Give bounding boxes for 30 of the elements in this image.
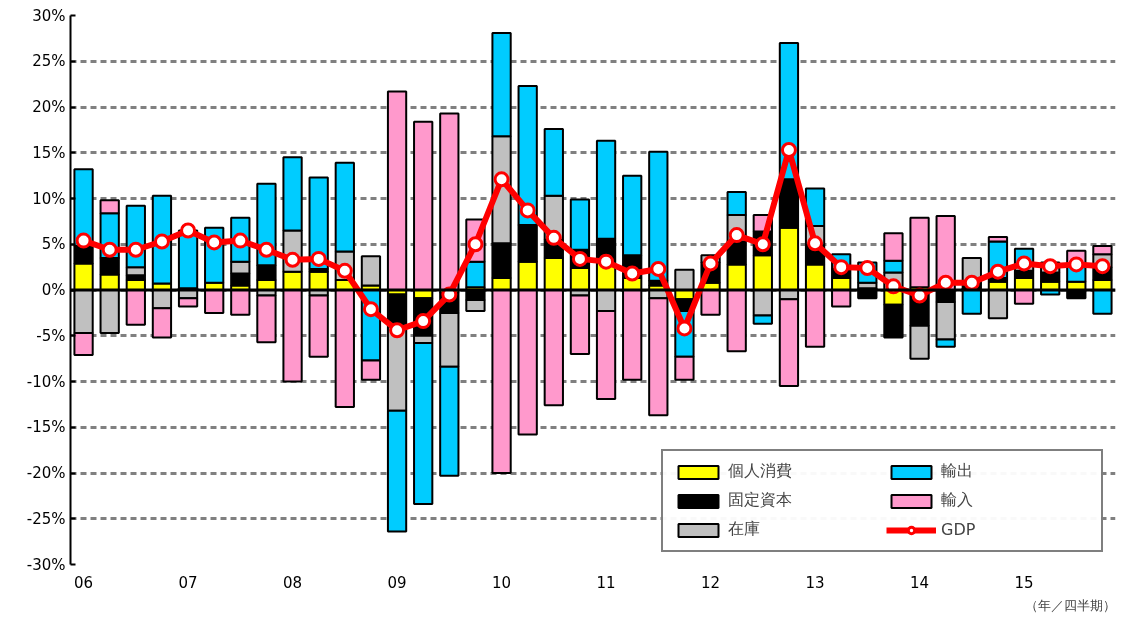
y-tick-label: 30% xyxy=(32,6,66,25)
x-tick-label: 13 xyxy=(805,573,825,592)
y-tick-label: 25% xyxy=(32,52,66,71)
legend-label: 在庫 xyxy=(728,519,761,540)
x-tick-label: 15 xyxy=(1014,573,1034,592)
x-tick-label: 11 xyxy=(596,573,616,592)
y-tick-label: -10% xyxy=(26,372,66,391)
legend-label: 個人消費 xyxy=(728,461,793,482)
x-tick-label: 07 xyxy=(178,573,198,592)
y-tick-label: -5% xyxy=(36,326,66,345)
x-axis-title: （年／四半期） xyxy=(1024,597,1116,613)
legend-label: 固定資本 xyxy=(728,490,793,511)
legend-label: 輸入 xyxy=(941,490,974,511)
legend-label: 輸出 xyxy=(941,461,974,482)
x-tick-label: 12 xyxy=(701,573,721,592)
y-tick-label: 10% xyxy=(32,189,66,208)
x-tick-label: 09 xyxy=(387,573,407,592)
x-tick-label: 08 xyxy=(283,573,303,592)
legend-label: GDP xyxy=(941,520,977,539)
y-tick-label: -30% xyxy=(26,555,66,574)
y-tick-label: 15% xyxy=(32,143,66,162)
x-tick-label: 06 xyxy=(74,573,94,592)
y-tick-label: 20% xyxy=(32,98,66,116)
y-tick-label: 0% xyxy=(41,281,66,299)
y-tick-label: -20% xyxy=(26,464,66,482)
x-tick-label: 10 xyxy=(492,573,512,592)
y-tick-label: -25% xyxy=(26,509,66,528)
y-tick-label: -15% xyxy=(26,418,66,437)
y-tick-label: 5% xyxy=(41,235,66,254)
x-tick-label: 14 xyxy=(910,573,930,592)
